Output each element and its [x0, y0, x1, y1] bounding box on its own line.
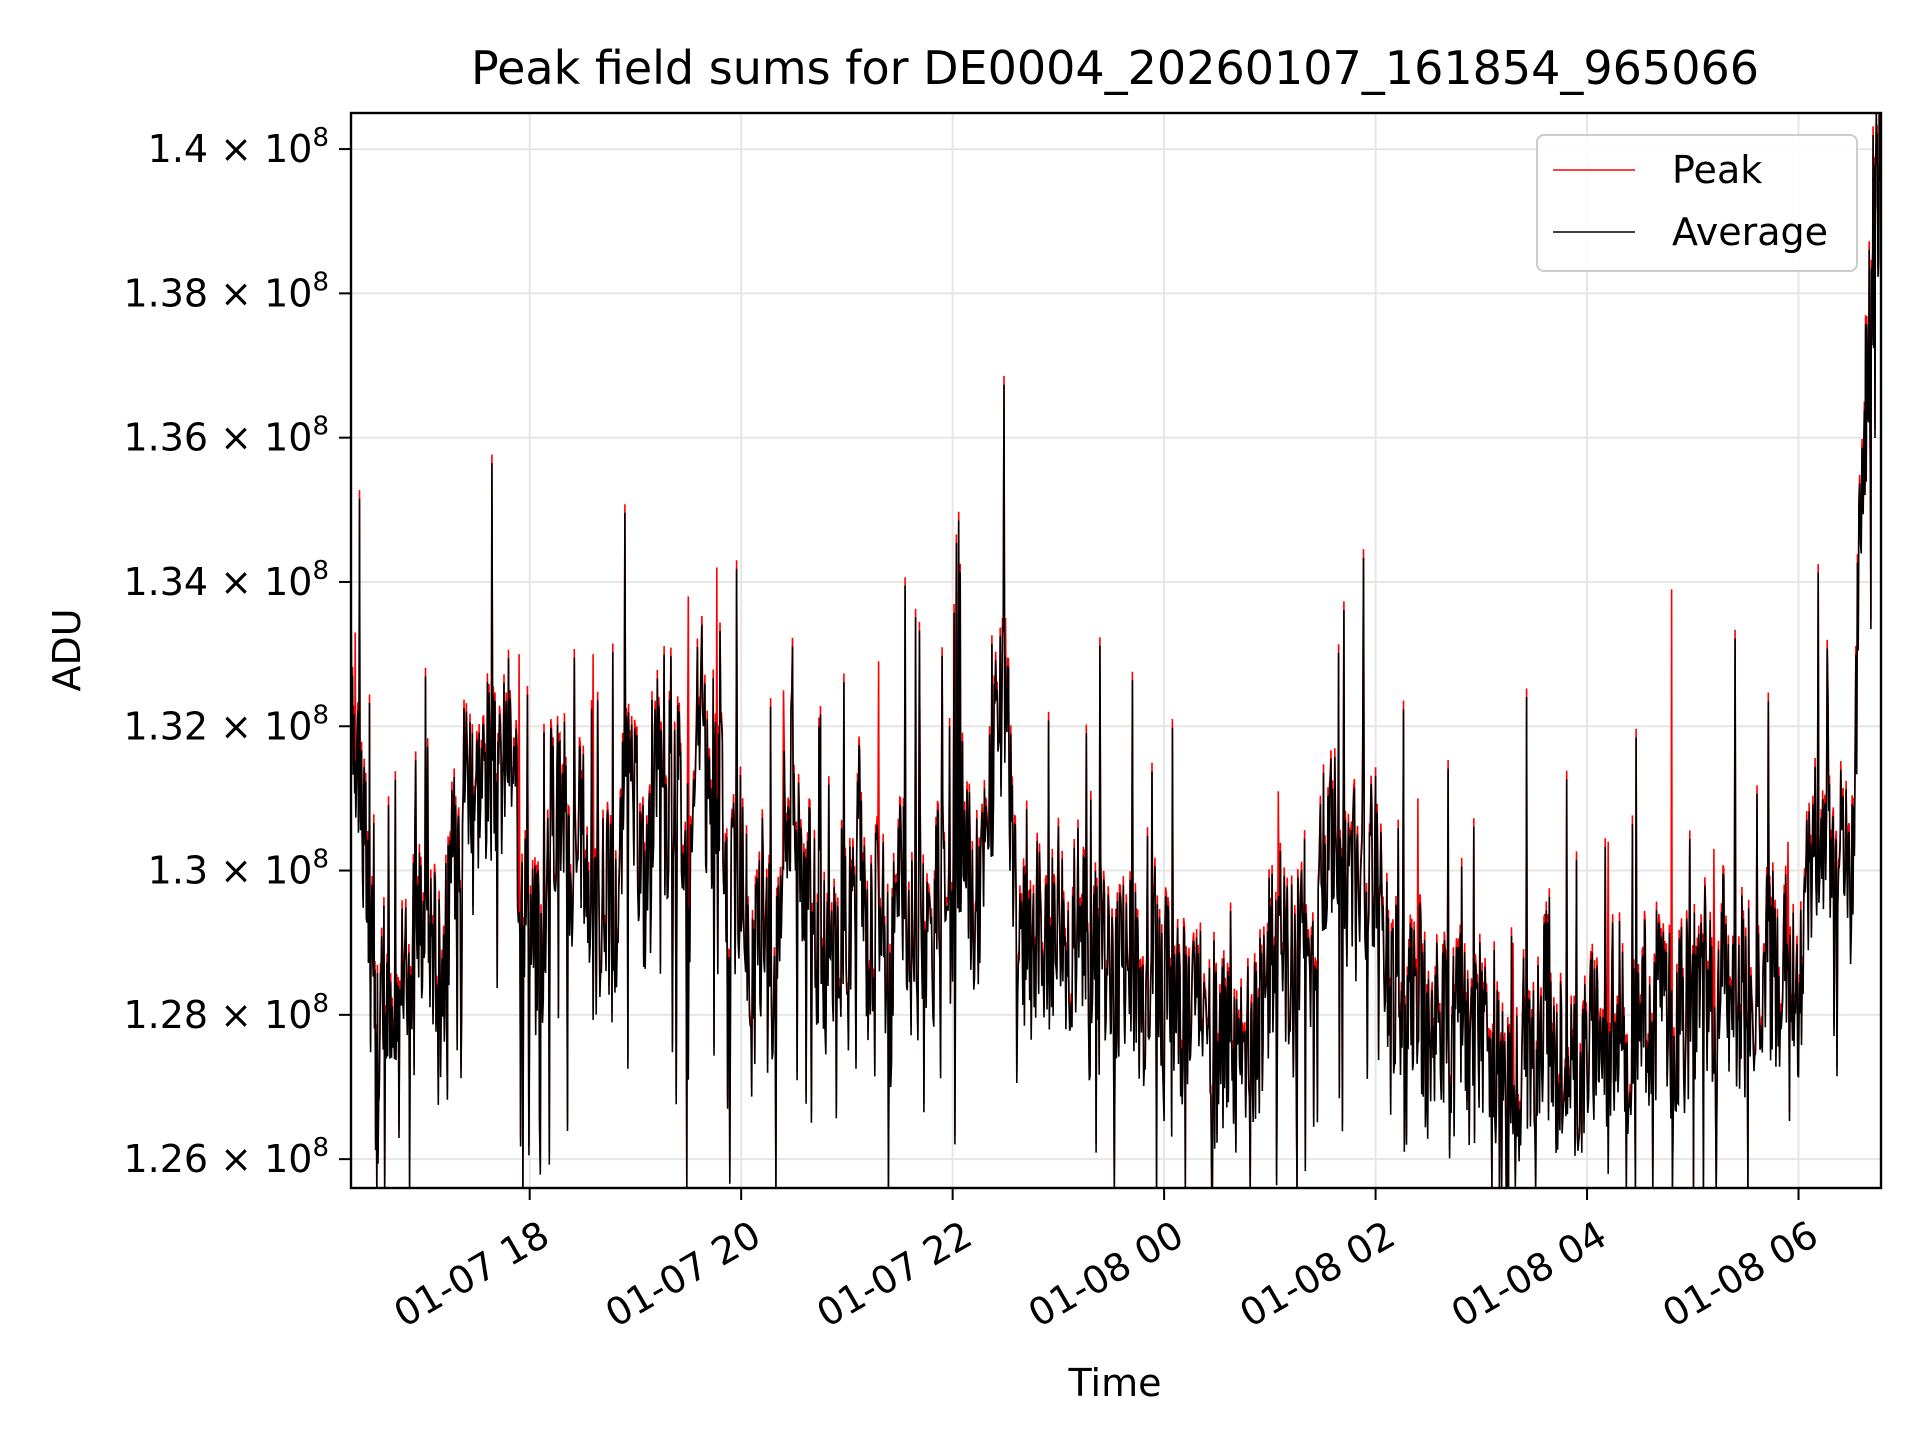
- y-tick-label: 1.26 × 108: [123, 1133, 329, 1181]
- grid-layer: [351, 113, 1881, 1188]
- y-tick-label: 1.38 × 108: [123, 267, 329, 315]
- legend-box: [1536, 134, 1858, 272]
- y-tick-label: 1.32 × 108: [123, 700, 329, 748]
- series-layer: [351, 113, 1881, 1188]
- legend: Peak Average: [1536, 134, 1858, 272]
- y-tick-label: 1.34 × 108: [123, 556, 329, 604]
- legend-average-label: Average: [1672, 210, 1828, 254]
- series-line-average: [351, 113, 1881, 1188]
- y-tick-label: 1.28 × 108: [123, 989, 329, 1037]
- y-tick-label: 1.3 × 108: [148, 845, 329, 893]
- y-tick-label: 1.4 × 108: [148, 123, 329, 171]
- y-axis-label: ADU: [45, 608, 89, 691]
- chart-title: Peak field sums for DE0004_20260107_1618…: [471, 41, 1759, 95]
- legend-peak-label: Peak: [1672, 148, 1762, 192]
- x-axis-label: Time: [1068, 1361, 1162, 1405]
- plot-area-frame: [349, 111, 1883, 1190]
- y-axis-ticks: 1.26 × 108 1.28 × 108 1.3 × 108 1.32 × 108 1…: [123, 123, 351, 1181]
- y-tick-label: 1.36 × 108: [123, 412, 329, 460]
